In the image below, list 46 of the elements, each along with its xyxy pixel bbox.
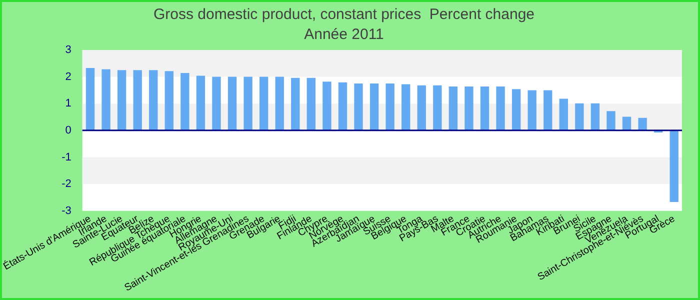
bar: [670, 130, 678, 202]
chart-title: Gross domestic product, constant prices Percent change: [153, 6, 535, 24]
bar: [433, 85, 442, 130]
y-tick-label: 2: [65, 70, 72, 83]
bar: [402, 84, 410, 130]
bar: [244, 76, 252, 130]
bar: [306, 78, 316, 130]
bar: [322, 82, 332, 130]
bar: [275, 76, 284, 130]
bar: [386, 84, 394, 130]
y-tick-label: 0: [65, 124, 72, 136]
bar: [164, 71, 174, 130]
bar: [212, 76, 221, 130]
bar: [606, 111, 616, 130]
bar: [512, 89, 521, 130]
bar: [102, 69, 110, 130]
bar: [559, 98, 568, 130]
y-tick-label: -1: [62, 151, 72, 164]
bar: [338, 82, 348, 130]
bar: [448, 86, 458, 130]
y-tick-label: 3: [65, 44, 72, 56]
bar: [291, 78, 300, 130]
bar: [228, 76, 237, 130]
bar: [638, 118, 647, 130]
bar: [354, 84, 363, 130]
bar: [417, 85, 426, 130]
bar: [196, 76, 206, 130]
bar: [464, 86, 474, 130]
bar: [259, 76, 268, 130]
y-tick-label: -3: [62, 204, 72, 217]
bar: [370, 84, 379, 130]
bar: [480, 86, 490, 130]
bar: [117, 70, 126, 130]
bar: [496, 86, 505, 130]
chart-subtitle: Année 2011: [304, 26, 384, 44]
bar: [528, 90, 536, 130]
bar: [544, 90, 552, 130]
bar: [590, 103, 600, 130]
bar: [133, 70, 142, 130]
y-tick-label: -2: [62, 178, 72, 190]
bar: [149, 70, 158, 130]
y-tick-label: 1: [65, 98, 72, 110]
bar: [86, 68, 95, 130]
bar: [575, 103, 584, 130]
bar: [180, 73, 190, 130]
bar: [622, 116, 632, 130]
